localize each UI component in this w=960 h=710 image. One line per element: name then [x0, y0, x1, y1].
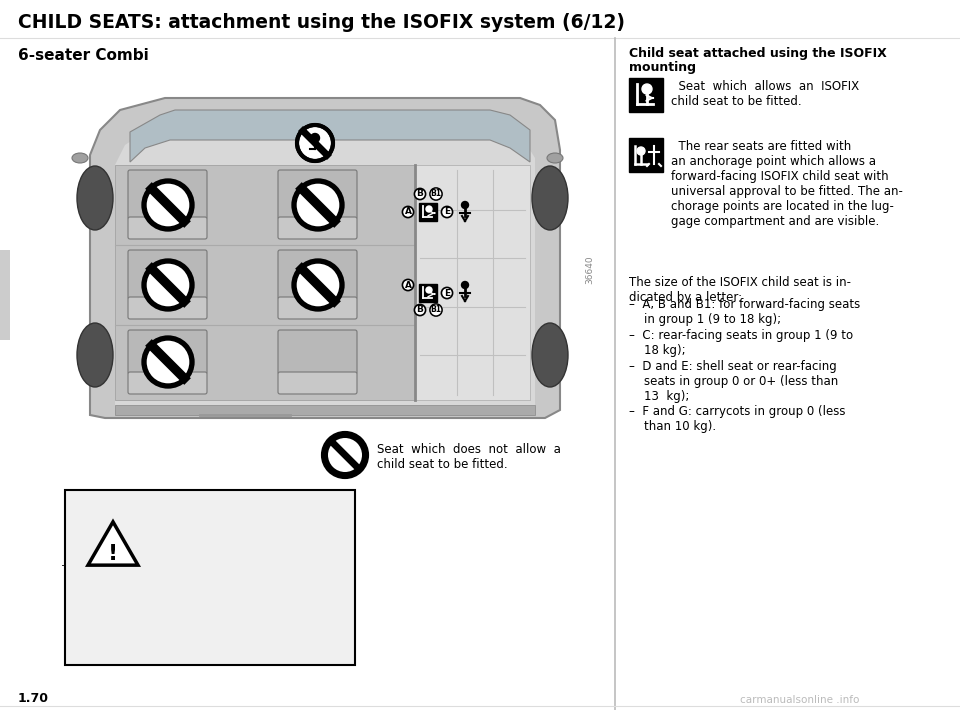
- Text: !: !: [108, 544, 118, 564]
- Ellipse shape: [77, 166, 113, 230]
- Text: 36640: 36640: [586, 256, 594, 284]
- Text: B: B: [417, 190, 423, 199]
- Polygon shape: [115, 125, 535, 410]
- Text: which  is  not  approved  for: which is not approved for: [87, 520, 243, 530]
- FancyBboxPatch shape: [0, 250, 10, 340]
- Circle shape: [144, 338, 192, 386]
- Circle shape: [637, 147, 645, 155]
- Ellipse shape: [532, 166, 568, 230]
- Ellipse shape: [77, 323, 113, 387]
- Polygon shape: [90, 98, 560, 418]
- Polygon shape: [88, 522, 138, 565]
- Text: –  A, B and B1: for forward-facing seats
    in group 1 (9 to 18 kg);: – A, B and B1: for forward-facing seats …: [629, 298, 860, 326]
- Circle shape: [144, 181, 192, 229]
- FancyBboxPatch shape: [419, 284, 437, 302]
- Circle shape: [328, 438, 362, 472]
- Text: carmanualsonline .info: carmanualsonline .info: [740, 695, 860, 705]
- Text: this vehicle will not correctly: this vehicle will not correctly: [85, 535, 245, 545]
- FancyBboxPatch shape: [128, 250, 207, 299]
- Text: –  D and E: shell seat or rear-facing
    seats in group 0 or 0+ (less than
    : – D and E: shell seat or rear-facing sea…: [629, 360, 838, 403]
- Polygon shape: [415, 165, 530, 400]
- Text: mounting: mounting: [629, 62, 696, 75]
- Circle shape: [426, 287, 432, 293]
- FancyBboxPatch shape: [278, 250, 357, 299]
- FancyBboxPatch shape: [278, 217, 357, 239]
- FancyBboxPatch shape: [128, 217, 207, 239]
- Circle shape: [323, 433, 367, 477]
- FancyBboxPatch shape: [629, 78, 663, 112]
- Ellipse shape: [532, 323, 568, 387]
- Text: A: A: [404, 280, 412, 290]
- Circle shape: [294, 181, 342, 229]
- FancyBboxPatch shape: [629, 138, 663, 172]
- FancyBboxPatch shape: [278, 297, 357, 319]
- Circle shape: [310, 133, 320, 143]
- Text: B1: B1: [430, 305, 442, 315]
- Circle shape: [642, 84, 652, 94]
- Text: –  C: rear-facing seats in group 1 (9 to
    18 kg);: – C: rear-facing seats in group 1 (9 to …: [629, 329, 853, 357]
- Circle shape: [294, 261, 342, 309]
- Circle shape: [297, 125, 333, 161]
- Polygon shape: [130, 110, 530, 162]
- Ellipse shape: [547, 153, 563, 163]
- Text: A: A: [404, 207, 412, 217]
- Circle shape: [297, 125, 333, 161]
- Text: B: B: [417, 305, 423, 315]
- FancyBboxPatch shape: [278, 372, 357, 394]
- Circle shape: [426, 206, 432, 212]
- Text: E: E: [444, 288, 450, 297]
- Text: protect  the  baby  or  child.: protect the baby or child.: [87, 550, 243, 560]
- Text: CHILD SEATS: attachment using the ISOFIX system (6/12): CHILD SEATS: attachment using the ISOFIX…: [18, 13, 625, 31]
- FancyBboxPatch shape: [128, 170, 207, 219]
- FancyBboxPatch shape: [278, 170, 357, 219]
- FancyBboxPatch shape: [278, 330, 357, 374]
- Text: 1.70: 1.70: [18, 692, 49, 704]
- FancyBboxPatch shape: [419, 203, 437, 221]
- Text: Using a child safety system: Using a child safety system: [88, 505, 242, 515]
- Text: Child seat attached using the ISOFIX: Child seat attached using the ISOFIX: [629, 48, 887, 60]
- Circle shape: [462, 281, 468, 288]
- Text: Seat  which  does  not  allow  a
child seat to be fitted.: Seat which does not allow a child seat t…: [377, 443, 561, 471]
- Text: They risk serious or even fatal injury.: They risk serious or even fatal injury.: [61, 565, 268, 575]
- Circle shape: [462, 202, 468, 209]
- Polygon shape: [115, 165, 415, 400]
- Text: B1: B1: [430, 190, 442, 199]
- Circle shape: [144, 261, 192, 309]
- FancyBboxPatch shape: [128, 330, 207, 374]
- Text: The rear seats are fitted with
an anchorage point which allows a
forward-facing : The rear seats are fitted with an anchor…: [671, 140, 902, 228]
- FancyBboxPatch shape: [128, 372, 207, 394]
- Text: E: E: [444, 207, 450, 217]
- Text: The size of the ISOFIX child seat is in-
dicated by a letter:: The size of the ISOFIX child seat is in-…: [629, 276, 851, 304]
- FancyBboxPatch shape: [115, 405, 535, 415]
- Ellipse shape: [72, 153, 88, 163]
- Circle shape: [301, 129, 329, 157]
- Text: –  F and G: carrycots in group 0 (less
    than 10 kg).: – F and G: carrycots in group 0 (less th…: [629, 405, 846, 433]
- Text: Seat  which  allows  an  ISOFIX
child seat to be fitted.: Seat which allows an ISOFIX child seat t…: [671, 80, 859, 108]
- Text: 6-seater Combi: 6-seater Combi: [18, 48, 149, 62]
- FancyBboxPatch shape: [65, 490, 355, 665]
- FancyBboxPatch shape: [128, 297, 207, 319]
